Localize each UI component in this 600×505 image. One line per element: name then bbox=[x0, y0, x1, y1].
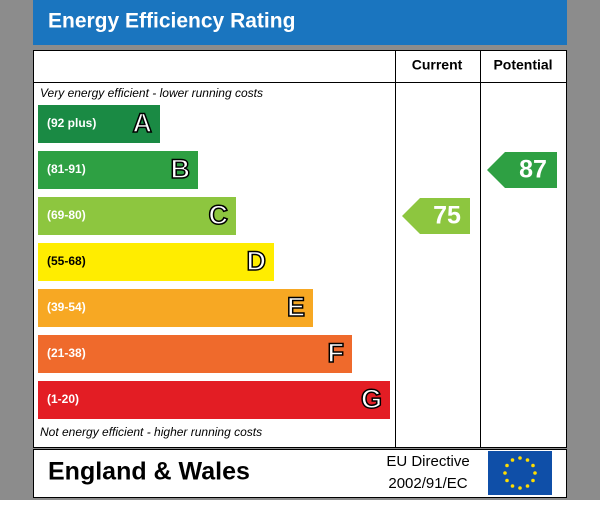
band-bar bbox=[38, 105, 160, 143]
band-range: (92 plus) bbox=[47, 116, 96, 130]
eu-star bbox=[510, 458, 515, 462]
bottom-note: Not energy efficient - higher running co… bbox=[40, 425, 262, 439]
band-range: (1-20) bbox=[47, 392, 79, 406]
band-letter: F bbox=[328, 338, 345, 368]
band-bar bbox=[38, 289, 313, 327]
eu-star bbox=[525, 484, 530, 488]
arrows: 75 87 bbox=[402, 152, 557, 234]
eu-star bbox=[510, 484, 515, 488]
band-letter: B bbox=[171, 154, 191, 184]
top-note: Very energy efficient - lower running co… bbox=[40, 86, 263, 100]
eu-star bbox=[505, 478, 509, 483]
eu-star bbox=[505, 463, 509, 468]
band-letter: A bbox=[133, 108, 153, 138]
region: England & Wales bbox=[48, 458, 250, 486]
eu-star bbox=[518, 456, 522, 460]
eu-stars bbox=[503, 456, 537, 490]
rating-arrow bbox=[402, 198, 470, 234]
rating-arrow bbox=[487, 152, 557, 188]
band-letter: E bbox=[287, 292, 305, 322]
band-bar bbox=[38, 381, 390, 419]
eu-star bbox=[533, 471, 537, 475]
title: Energy Efficiency Rating bbox=[48, 10, 295, 33]
band-letter: C bbox=[209, 200, 229, 230]
eu-star bbox=[518, 486, 522, 490]
rating-value: 87 bbox=[519, 156, 547, 184]
directive: 2002/91/EC bbox=[388, 475, 467, 492]
column-header: Potential bbox=[493, 57, 552, 73]
band-bar bbox=[38, 197, 236, 235]
band-range: (55-68) bbox=[47, 254, 86, 268]
band-range: (39-54) bbox=[47, 300, 86, 314]
footer-frame bbox=[33, 449, 567, 498]
band-bar bbox=[38, 243, 274, 281]
eu-star bbox=[531, 478, 535, 483]
eu-star bbox=[503, 471, 507, 475]
bands: (92 plus) A (81-91) B (69-80) C (55-68) D (39-54… bbox=[38, 105, 390, 419]
rating-value: 75 bbox=[433, 202, 461, 230]
eu-star bbox=[531, 463, 535, 468]
band-letter: G bbox=[361, 384, 382, 414]
title-bar bbox=[33, 0, 567, 45]
band-letter: D bbox=[247, 246, 267, 276]
band-range: (69-80) bbox=[47, 208, 86, 222]
band-bar bbox=[38, 151, 198, 189]
eu-star bbox=[525, 458, 530, 462]
band-bar bbox=[38, 335, 352, 373]
band-range: (81-91) bbox=[47, 162, 86, 176]
directive: EU Directive bbox=[386, 453, 469, 470]
band-range: (21-38) bbox=[47, 346, 86, 360]
column-header: Current bbox=[412, 57, 463, 73]
